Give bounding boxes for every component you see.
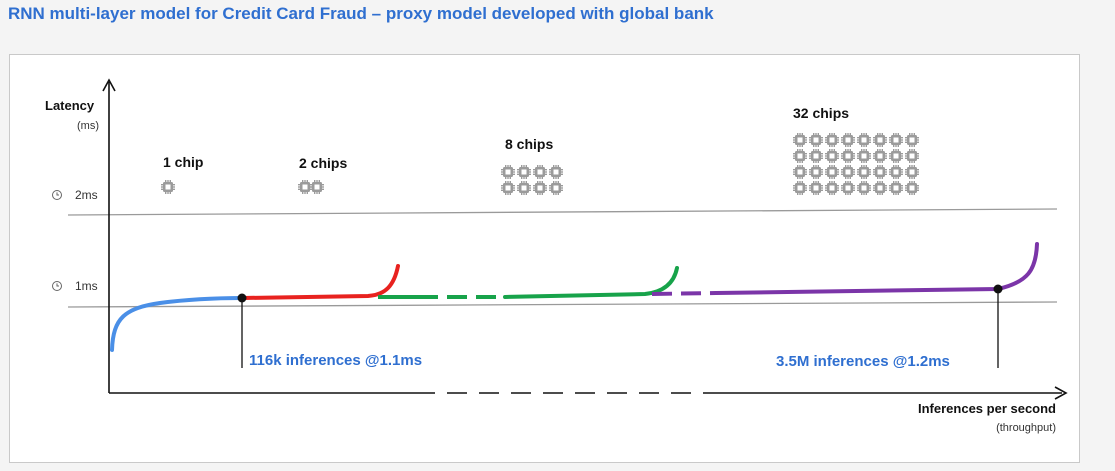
chip-icon: [501, 165, 515, 179]
chip-icon: [857, 181, 871, 195]
refline-2ms: [68, 209, 1057, 215]
chip-icon: [889, 181, 903, 195]
chip-icon: [905, 149, 919, 163]
chip-icon: [533, 165, 547, 179]
chip-icon-group-2: [298, 180, 324, 194]
chip-icon-group-1: [161, 180, 175, 194]
y-axis-label: Latency: [45, 98, 95, 113]
series-line-32-chips-break: [652, 293, 716, 294]
chip-icon: [809, 149, 823, 163]
chip-icon-group-32: [793, 133, 919, 195]
chip-icon: [905, 133, 919, 147]
chip-icon: [873, 149, 887, 163]
refline-1ms: [68, 302, 1057, 307]
chip-icon: [825, 133, 839, 147]
series-line-32-chips: [716, 244, 1037, 293]
x-axis-label: Inferences per second: [918, 401, 1056, 416]
chip-icon: [841, 181, 855, 195]
clock-icon: [53, 282, 62, 291]
chip-icon: [841, 149, 855, 163]
series-line-2-chips: [243, 266, 398, 298]
chip-icon: [533, 181, 547, 195]
chip-icon: [501, 181, 515, 195]
chip-label-1: 1 chip: [163, 154, 203, 170]
chip-icon: [857, 133, 871, 147]
chip-icon: [857, 149, 871, 163]
chip-icon: [793, 133, 807, 147]
chip-icon: [873, 181, 887, 195]
annotation-116k: 116k inferences @1.1ms: [249, 352, 422, 369]
series-line-8-chips: [505, 268, 677, 297]
chip-icon: [517, 165, 531, 179]
chip-icon: [857, 165, 871, 179]
y-axis-unit: (ms): [77, 120, 99, 132]
chip-icon: [549, 181, 563, 195]
chip-icon: [873, 165, 887, 179]
x-axis-unit: (throughput): [996, 422, 1056, 434]
chip-icon: [905, 181, 919, 195]
annotation-point: [994, 285, 1003, 294]
chip-icon: [889, 165, 903, 179]
chip-icon: [873, 133, 887, 147]
chip-icon: [825, 149, 839, 163]
chip-icon: [809, 133, 823, 147]
chip-icon: [889, 149, 903, 163]
chip-icon: [905, 165, 919, 179]
chip-label-32: 32 chips: [793, 105, 849, 121]
chip-icon: [310, 180, 324, 194]
chip-icon: [841, 133, 855, 147]
annotation-3-5m: 3.5M inferences @1.2ms: [776, 353, 950, 370]
chip-label-2: 2 chips: [299, 155, 347, 171]
chip-icon: [161, 180, 175, 194]
chip-icon: [549, 165, 563, 179]
chip-icon: [517, 181, 531, 195]
ref-label-2ms: 2ms: [75, 188, 98, 202]
chip-icon: [841, 165, 855, 179]
chip-icon: [889, 133, 903, 147]
ref-label-1ms: 1ms: [75, 279, 98, 293]
chip-icon: [793, 165, 807, 179]
chip-icon: [793, 149, 807, 163]
clock-icon: [53, 191, 62, 200]
chip-icon: [793, 181, 807, 195]
chip-icon: [809, 165, 823, 179]
chip-icon: [809, 181, 823, 195]
chip-icon: [825, 181, 839, 195]
chip-icon-group-8: [501, 165, 563, 195]
chip-icon: [298, 180, 312, 194]
chip-icon: [825, 165, 839, 179]
annotation-point: [238, 294, 247, 303]
chip-label-8: 8 chips: [505, 136, 553, 152]
